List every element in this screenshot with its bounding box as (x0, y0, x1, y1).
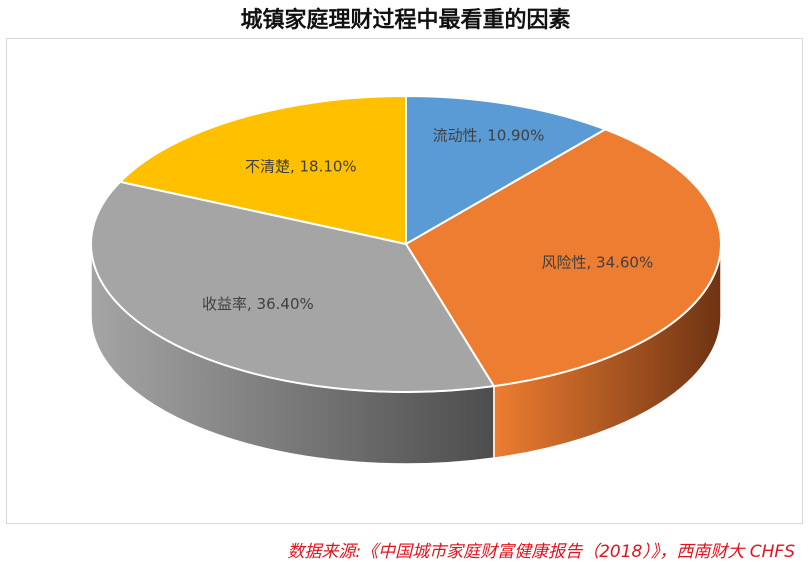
pie-slice-不清楚 (118, 94, 407, 246)
pie-slice-风险性 (404, 128, 722, 388)
slice-label-收益率: 收益率, 36.40% (202, 295, 314, 313)
slice-label-风险性: 风险性, 34.60% (541, 253, 653, 271)
slice-label-不清楚: 不清楚, 18.10% (245, 158, 357, 176)
chart-title: 城镇家庭理财过程中最看重的因素 (240, 8, 571, 33)
pie-slice-收益率 (90, 180, 496, 393)
slice-label-流动性: 流动性, 10.90% (433, 126, 545, 144)
data-source-note: 数据来源:《中国城市家庭财富健康报告（2018）》，西南财大 CHFS (287, 542, 795, 562)
pie-slice-流动性 (405, 94, 608, 246)
